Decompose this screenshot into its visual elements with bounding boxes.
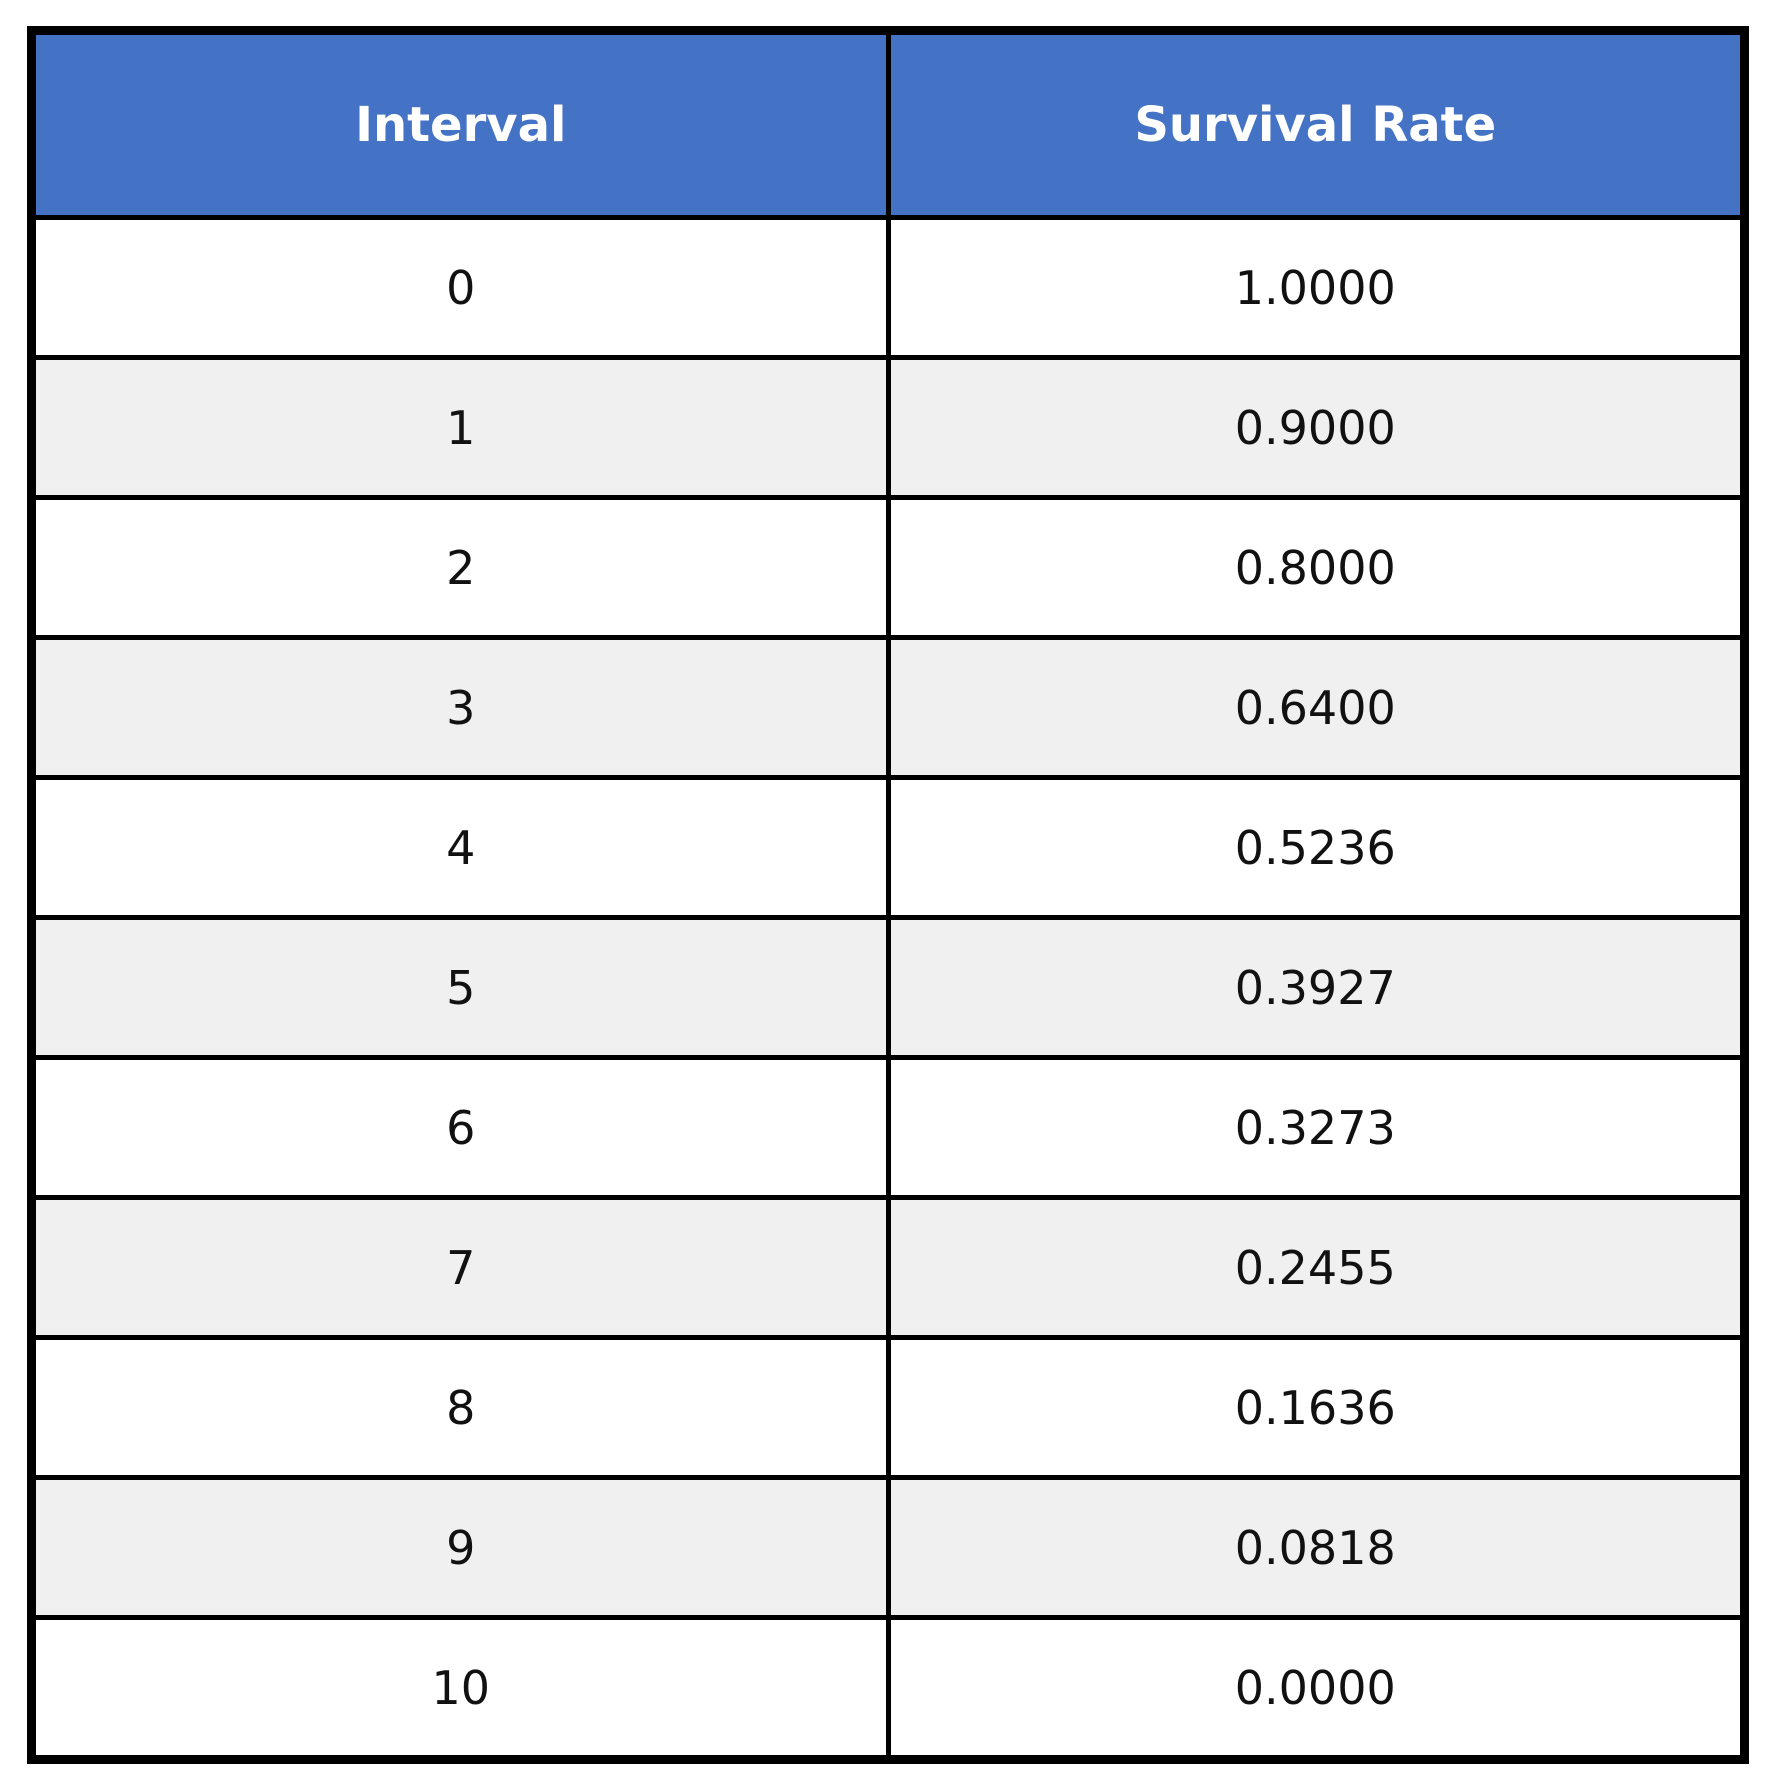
survival-rate-cell: 0.1636 (885, 1335, 1747, 1480)
table-row: 0 1.0000 (29, 215, 1747, 360)
interval-cell: 8 (29, 1335, 891, 1480)
survival-rate-cell: 0.9000 (885, 355, 1747, 500)
survival-rate-cell: 0.6400 (885, 635, 1747, 780)
table-row: 3 0.6400 (29, 635, 1747, 780)
table-row: 10 0.0000 (29, 1615, 1747, 1762)
col-header-interval: Interval (29, 28, 891, 220)
survival-rate-cell: 0.5236 (885, 775, 1747, 920)
survival-rate-cell: 0.2455 (885, 1195, 1747, 1340)
interval-cell: 1 (29, 355, 891, 500)
table-row: 6 0.3273 (29, 1055, 1747, 1200)
table-row: 7 0.2455 (29, 1195, 1747, 1340)
interval-cell: 7 (29, 1195, 891, 1340)
survival-rate-cell: 1.0000 (885, 215, 1747, 360)
table-row: 2 0.8000 (29, 495, 1747, 640)
table-row: 4 0.5236 (29, 775, 1747, 920)
header-row: Interval Survival Rate (29, 28, 1747, 220)
survival-rate-cell: 0.3927 (885, 915, 1747, 1060)
interval-cell: 3 (29, 635, 891, 780)
col-header-survival-rate: Survival Rate (885, 28, 1747, 220)
table-row: 1 0.9000 (29, 355, 1747, 500)
table-row: 8 0.1636 (29, 1335, 1747, 1480)
interval-cell: 4 (29, 775, 891, 920)
interval-cell: 2 (29, 495, 891, 640)
survival-rate-cell: 0.0818 (885, 1475, 1747, 1620)
table-row: 9 0.0818 (29, 1475, 1747, 1620)
survival-rate-cell: 0.8000 (885, 495, 1747, 640)
table-row: 5 0.3927 (29, 915, 1747, 1060)
survival-rate-cell: 0.0000 (885, 1615, 1747, 1762)
survival-rate-table: Interval Survival Rate 0 1.0000 1 0.9000… (27, 26, 1749, 1764)
interval-cell: 9 (29, 1475, 891, 1620)
interval-cell: 5 (29, 915, 891, 1060)
interval-cell: 10 (29, 1615, 891, 1762)
survival-rate-cell: 0.3273 (885, 1055, 1747, 1200)
interval-cell: 0 (29, 215, 891, 360)
interval-cell: 6 (29, 1055, 891, 1200)
